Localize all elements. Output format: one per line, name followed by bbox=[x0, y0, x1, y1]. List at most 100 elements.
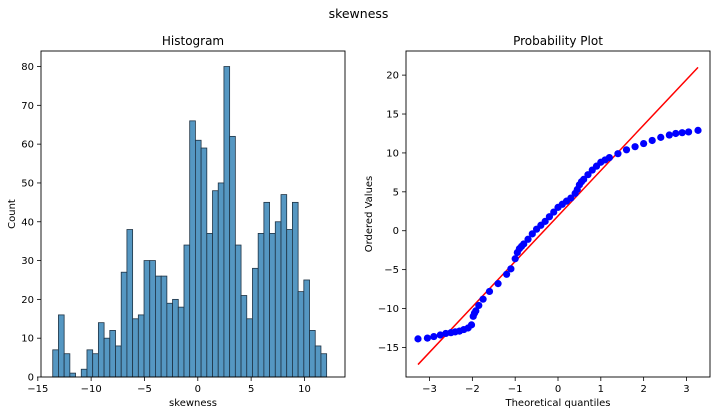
probability-y-tick-label: −15 bbox=[378, 343, 399, 354]
probability-points bbox=[414, 126, 702, 343]
histogram-bar bbox=[143, 260, 151, 378]
figure-title: skewness bbox=[329, 6, 389, 21]
probability-point bbox=[467, 321, 476, 329]
probability-point bbox=[545, 213, 554, 221]
histogram-x-tick-label: −10 bbox=[81, 384, 102, 395]
histogram-bar bbox=[286, 229, 293, 378]
histogram-bar bbox=[149, 260, 156, 378]
probability-y-tick-label: −10 bbox=[378, 304, 399, 315]
probability-x-tick-label: −3 bbox=[422, 384, 437, 395]
probability-y-tick-label: −5 bbox=[384, 265, 399, 276]
probability-x-tick-label: −1 bbox=[508, 384, 523, 395]
histogram-bar bbox=[109, 330, 116, 378]
histogram-x-tick-label: 10 bbox=[298, 384, 311, 395]
histogram-y-tick-label: 80 bbox=[21, 62, 34, 73]
histogram-bar bbox=[263, 201, 270, 378]
probability-point bbox=[567, 194, 575, 202]
histogram-bar bbox=[132, 318, 139, 378]
histogram-title: Histogram bbox=[162, 34, 224, 48]
histogram-y-tick-label: 20 bbox=[21, 295, 34, 306]
histogram-bar bbox=[314, 345, 322, 378]
histogram-y-tick-label: 30 bbox=[21, 256, 34, 267]
probability-plot-title: Probability Plot bbox=[513, 34, 603, 48]
histogram-x-tick-label: 0 bbox=[195, 384, 201, 395]
probability-x-tick-label: −2 bbox=[465, 384, 480, 395]
histogram-y-tick-label: 50 bbox=[21, 178, 34, 189]
histogram-bar bbox=[58, 314, 65, 378]
histogram-bar bbox=[63, 353, 71, 378]
histogram-bar bbox=[257, 233, 265, 378]
histogram-y-tick-label: 0 bbox=[28, 373, 34, 384]
probability-y-tick-label: 15 bbox=[386, 110, 399, 121]
histogram-bar bbox=[309, 330, 316, 378]
histogram-bar bbox=[274, 221, 282, 378]
probability-point bbox=[631, 143, 639, 151]
histogram-y-tick-label: 10 bbox=[21, 334, 34, 345]
probability-point bbox=[475, 301, 483, 310]
probability-y-tick-label: 0 bbox=[393, 226, 399, 237]
histogram-bar bbox=[212, 190, 219, 378]
histogram-bar bbox=[155, 275, 162, 378]
histogram-y-ticks: 0 10 20 30 40 50 60 70 80 bbox=[21, 62, 41, 384]
histogram-x-tick-label: 5 bbox=[248, 384, 254, 395]
histogram-bars bbox=[52, 66, 328, 378]
histogram-bar bbox=[200, 147, 208, 378]
histogram-bar bbox=[120, 271, 128, 378]
probability-point bbox=[520, 240, 528, 248]
histogram-bar bbox=[189, 120, 196, 378]
histogram-bar bbox=[52, 349, 59, 378]
histogram-bar bbox=[115, 345, 122, 378]
probability-point bbox=[665, 131, 673, 139]
histogram-bar bbox=[177, 306, 185, 378]
histogram-bar bbox=[246, 318, 253, 378]
histogram-y-tick-label: 40 bbox=[21, 217, 34, 228]
histogram-bar bbox=[166, 302, 173, 378]
histogram-bar bbox=[80, 368, 88, 378]
probability-point bbox=[605, 153, 613, 162]
probability-x-tick-label: 2 bbox=[640, 384, 646, 395]
probability-x-tick-label: 3 bbox=[683, 384, 689, 395]
probability-point bbox=[648, 136, 656, 145]
histogram-bar bbox=[194, 139, 202, 378]
probability-point bbox=[694, 126, 702, 134]
probability-y-ticks: −15 −10 −5 0 5 10 15 20 bbox=[378, 71, 406, 354]
histogram-bar bbox=[297, 291, 305, 378]
histogram-bar bbox=[97, 322, 105, 378]
probability-point bbox=[622, 146, 631, 154]
probability-point bbox=[507, 265, 515, 273]
probability-point bbox=[550, 208, 558, 216]
histogram-bar bbox=[103, 337, 111, 378]
histogram-bar bbox=[269, 233, 276, 378]
probability-point bbox=[479, 295, 487, 303]
probability-point bbox=[430, 332, 438, 341]
histogram-bar bbox=[292, 201, 299, 378]
histogram-bar bbox=[234, 244, 242, 378]
probability-point bbox=[436, 331, 444, 339]
histogram-bar bbox=[137, 314, 145, 378]
histogram-bar bbox=[252, 267, 259, 378]
probability-y-tick-label: 5 bbox=[393, 187, 399, 198]
histogram-bar bbox=[206, 233, 213, 378]
histogram-x-ticks: −15 −10 −5 0 5 10 bbox=[27, 377, 311, 395]
probability-x-tick-label: 1 bbox=[598, 384, 604, 395]
histogram-bar bbox=[92, 353, 99, 378]
probability-point bbox=[485, 287, 494, 296]
histogram-bar bbox=[126, 229, 134, 378]
probability-x-ticks: −3 −2 −1 0 1 2 3 bbox=[422, 377, 690, 395]
probability-point bbox=[614, 150, 622, 158]
histogram-bar bbox=[223, 66, 231, 378]
histogram-bar bbox=[160, 275, 168, 378]
probability-point bbox=[414, 335, 422, 343]
probability-fit-line bbox=[417, 66, 699, 366]
probability-point bbox=[580, 175, 588, 183]
histogram-bar bbox=[320, 353, 328, 378]
probability-point bbox=[524, 235, 532, 243]
probability-point bbox=[541, 217, 549, 225]
histogram-y-tick-label: 70 bbox=[21, 101, 34, 112]
probability-point bbox=[472, 307, 480, 315]
probability-x-label: Theoretical quantiles bbox=[504, 398, 610, 409]
probability-point bbox=[584, 171, 592, 179]
histogram-x-label: skewness bbox=[169, 398, 217, 409]
histogram-y-tick-label: 60 bbox=[21, 140, 34, 151]
